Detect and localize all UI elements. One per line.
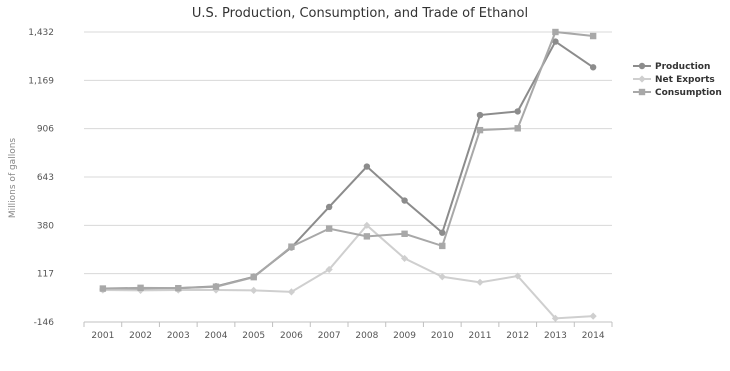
net-exports-point[interactable] xyxy=(250,286,258,294)
legend-label: Production xyxy=(655,62,710,72)
consumption-line xyxy=(102,30,594,290)
series-net-exports xyxy=(99,221,597,322)
legend-item-consumption[interactable]: Consumption xyxy=(633,88,722,98)
y-tick-label: 380 xyxy=(37,221,54,231)
x-tick-label: 2012 xyxy=(506,331,529,341)
x-tick-label: 2002 xyxy=(129,331,152,341)
net-exports-point[interactable] xyxy=(438,273,446,281)
legend-item-net-exports[interactable]: Net Exports xyxy=(633,75,715,85)
consumption-point[interactable] xyxy=(476,126,484,134)
net-exports-point[interactable] xyxy=(551,314,560,322)
y-tick-label: 643 xyxy=(37,173,54,183)
series-consumption xyxy=(99,28,597,292)
x-tick-label: 2001 xyxy=(91,331,114,341)
consumption-point[interactable] xyxy=(363,233,371,240)
consumption-point[interactable] xyxy=(250,273,257,281)
chart-title: U.S. Production, Consumption, and Trade … xyxy=(192,6,528,21)
legend-swatch-marker[interactable] xyxy=(638,75,646,83)
consumption-point[interactable] xyxy=(552,28,559,36)
x-tick-label: 2013 xyxy=(544,331,567,341)
series-layer xyxy=(99,28,597,322)
x-tick-label: 2008 xyxy=(355,331,378,341)
net-exports-point[interactable] xyxy=(400,254,409,263)
legend: Production Net Exports Consumption xyxy=(633,62,722,98)
consumption-point[interactable] xyxy=(325,225,333,232)
x-axis: 2001 2002 2003 2004 2005 2006 2007 2008 2009 2010… xyxy=(83,321,613,341)
legend-swatch-marker[interactable] xyxy=(638,62,646,70)
consumption-point[interactable] xyxy=(401,230,408,237)
legend-label: Consumption xyxy=(655,88,722,98)
consumption-point[interactable] xyxy=(288,243,295,250)
production-point[interactable] xyxy=(589,64,597,71)
x-tick-label: 2014 xyxy=(582,331,605,341)
x-tick-label: 2011 xyxy=(469,331,492,341)
production-point[interactable] xyxy=(476,111,484,119)
production-point[interactable] xyxy=(552,38,559,45)
y-tick-label: 1,432 xyxy=(28,28,54,38)
legend-label: Net Exports xyxy=(655,75,715,85)
net-exports-point[interactable] xyxy=(212,286,220,294)
consumption-point[interactable] xyxy=(99,285,107,292)
x-tick-label: 2005 xyxy=(242,331,265,341)
production-point[interactable] xyxy=(439,229,446,236)
legend-item-production[interactable]: Production xyxy=(633,62,710,72)
net-exports-point[interactable] xyxy=(476,278,484,286)
legend-swatch-marker[interactable] xyxy=(638,88,646,96)
net-exports-point[interactable] xyxy=(363,221,371,229)
y-axis-title: Millions of gallons xyxy=(8,138,18,219)
net-exports-line xyxy=(102,223,594,320)
x-tick-label: 2004 xyxy=(205,331,228,341)
x-tick-label: 2006 xyxy=(280,331,303,341)
x-tick-label: 2007 xyxy=(318,331,341,341)
production-point[interactable] xyxy=(514,108,521,115)
consumption-point[interactable] xyxy=(514,125,521,132)
production-point[interactable] xyxy=(401,197,408,204)
y-tick-label: 117 xyxy=(37,270,54,280)
y-tick-label: 1,169 xyxy=(28,76,54,86)
consumption-point[interactable] xyxy=(137,284,144,292)
y-tick-label: -146 xyxy=(34,318,55,328)
consumption-point[interactable] xyxy=(589,32,597,40)
consumption-point[interactable] xyxy=(212,283,220,290)
consumption-point[interactable] xyxy=(175,284,182,292)
production-point[interactable] xyxy=(363,163,371,170)
x-tick-label: 2010 xyxy=(431,331,454,341)
series-production xyxy=(99,38,597,293)
net-exports-point[interactable] xyxy=(325,265,333,274)
consumption-point[interactable] xyxy=(439,242,446,250)
y-tick-label: 906 xyxy=(37,125,54,135)
net-exports-point[interactable] xyxy=(287,288,296,296)
x-tick-label: 2009 xyxy=(393,331,416,341)
x-tick-label: 2003 xyxy=(167,331,190,341)
production-line xyxy=(102,40,594,291)
net-exports-point[interactable] xyxy=(589,312,597,320)
production-point[interactable] xyxy=(325,203,333,211)
net-exports-point[interactable] xyxy=(514,272,522,280)
